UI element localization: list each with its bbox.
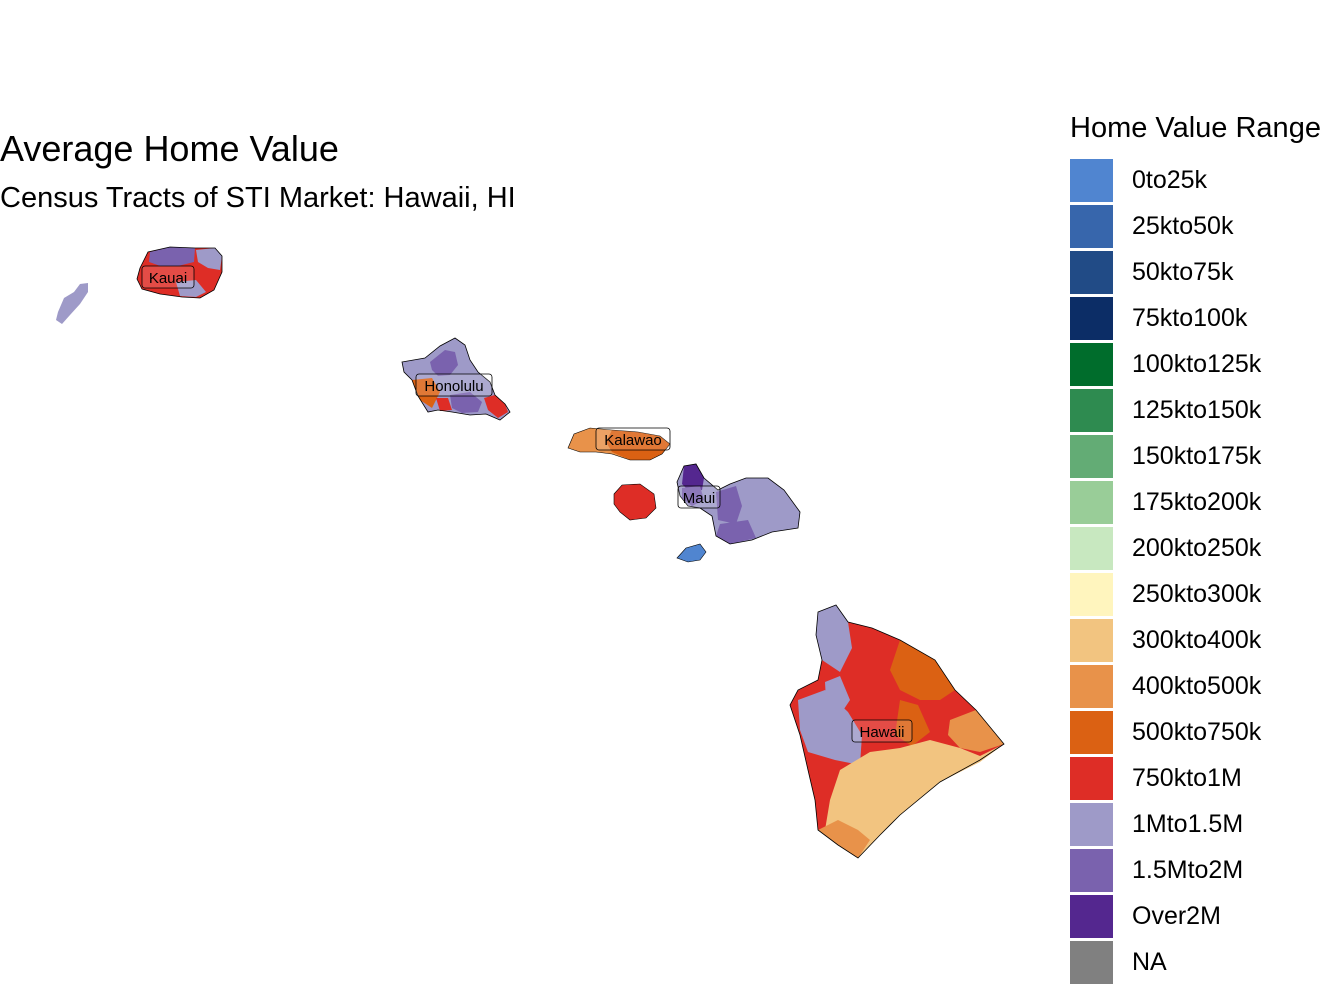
legend-item: 75kto100k	[1070, 295, 1321, 341]
legend-label: 1.5Mto2M	[1132, 855, 1244, 884]
svg-text:Honolulu: Honolulu	[424, 378, 483, 395]
legend-item: 300kto400k	[1070, 617, 1321, 663]
oahu-island	[401, 337, 511, 421]
map-title: Average Home Value	[0, 128, 339, 169]
legend-swatch	[1070, 572, 1113, 616]
legend-swatch	[1070, 204, 1113, 248]
legend-item: 0to25k	[1070, 157, 1321, 203]
legend-label: 750kto1M	[1132, 763, 1242, 792]
legend-label: 500kto750k	[1132, 717, 1262, 746]
legend-swatch	[1070, 756, 1113, 800]
county-label-kalawao: Kalawao	[595, 427, 671, 451]
legend-label: 100kto125k	[1132, 349, 1262, 378]
legend-items: 0to25k 25kto50k 50kto75k 75kto100k 100kto125…	[1070, 157, 1321, 985]
legend-swatch	[1070, 526, 1113, 570]
legend-label: 150kto175k	[1132, 441, 1262, 470]
legend-swatch	[1070, 250, 1113, 294]
county-label-kauai: Kauai	[141, 265, 195, 289]
legend-item: 125kto150k	[1070, 387, 1321, 433]
legend-item: 500kto750k	[1070, 709, 1321, 755]
legend-item: 175kto200k	[1070, 479, 1321, 525]
legend-item: 25kto50k	[1070, 203, 1321, 249]
legend-swatch	[1070, 894, 1113, 938]
legend-item: Over2M	[1070, 893, 1321, 939]
legend-item: 150kto175k	[1070, 433, 1321, 479]
legend: Home Value Range 0to25k 25kto50k 50kto75k 7…	[1070, 112, 1321, 985]
legend-swatch	[1070, 434, 1113, 478]
legend-item: 50kto75k	[1070, 249, 1321, 295]
legend-item: 100kto125k	[1070, 341, 1321, 387]
legend-label: 25kto50k	[1132, 211, 1234, 240]
legend-label: 400kto500k	[1132, 671, 1262, 700]
legend-item: 250kto300k	[1070, 571, 1321, 617]
map-subtitle: Census Tracts of STI Market: Hawaii, HI	[0, 182, 516, 214]
legend-label: 50kto75k	[1132, 257, 1234, 286]
legend-item: 1.5Mto2M	[1070, 847, 1321, 893]
legend-swatch	[1070, 158, 1113, 202]
legend-swatch	[1070, 940, 1113, 984]
legend-item: 400kto500k	[1070, 663, 1321, 709]
legend-label: 175kto200k	[1132, 487, 1262, 516]
svg-text:Hawaii: Hawaii	[859, 724, 904, 741]
legend-item: 200kto250k	[1070, 525, 1321, 571]
county-label-maui: Maui	[677, 485, 721, 509]
legend-label: 250kto300k	[1132, 579, 1262, 608]
legend-swatch	[1070, 618, 1113, 662]
legend-swatch	[1070, 664, 1113, 708]
kauai-island	[136, 246, 223, 299]
lanai-island	[613, 483, 657, 521]
county-label-hawaii: Hawaii	[851, 719, 913, 743]
legend-swatch	[1070, 480, 1113, 524]
legend-label: NA	[1132, 947, 1167, 976]
hawaii-tract-map: Kauai Honolulu Kalawao Maui Hawaii	[56, 246, 1005, 859]
legend-title: Home Value Range	[1070, 112, 1321, 144]
niihau-island	[56, 283, 88, 324]
legend-swatch	[1070, 296, 1113, 340]
legend-swatch	[1070, 388, 1113, 432]
county-label-honolulu: Honolulu	[415, 373, 493, 397]
legend-label: 0to25k	[1132, 165, 1208, 194]
svg-text:Kauai: Kauai	[149, 270, 187, 287]
legend-swatch	[1070, 710, 1113, 754]
legend-swatch	[1070, 342, 1113, 386]
legend-label: 200kto250k	[1132, 533, 1262, 562]
legend-swatch	[1070, 848, 1113, 892]
legend-swatch	[1070, 802, 1113, 846]
legend-item: 750kto1M	[1070, 755, 1321, 801]
legend-label: 300kto400k	[1132, 625, 1262, 654]
legend-label: 125kto150k	[1132, 395, 1262, 424]
legend-item: NA	[1070, 939, 1321, 985]
svg-text:Maui: Maui	[683, 490, 716, 507]
molokai-island	[567, 427, 671, 461]
kahoolawe-island	[676, 543, 707, 563]
legend-label: 75kto100k	[1132, 303, 1248, 332]
legend-label: Over2M	[1132, 901, 1221, 930]
maui-island	[676, 463, 801, 545]
legend-item: 1Mto1.5M	[1070, 801, 1321, 847]
big-island	[789, 604, 1005, 859]
legend-label: 1Mto1.5M	[1132, 809, 1244, 838]
svg-text:Kalawao: Kalawao	[604, 432, 662, 449]
